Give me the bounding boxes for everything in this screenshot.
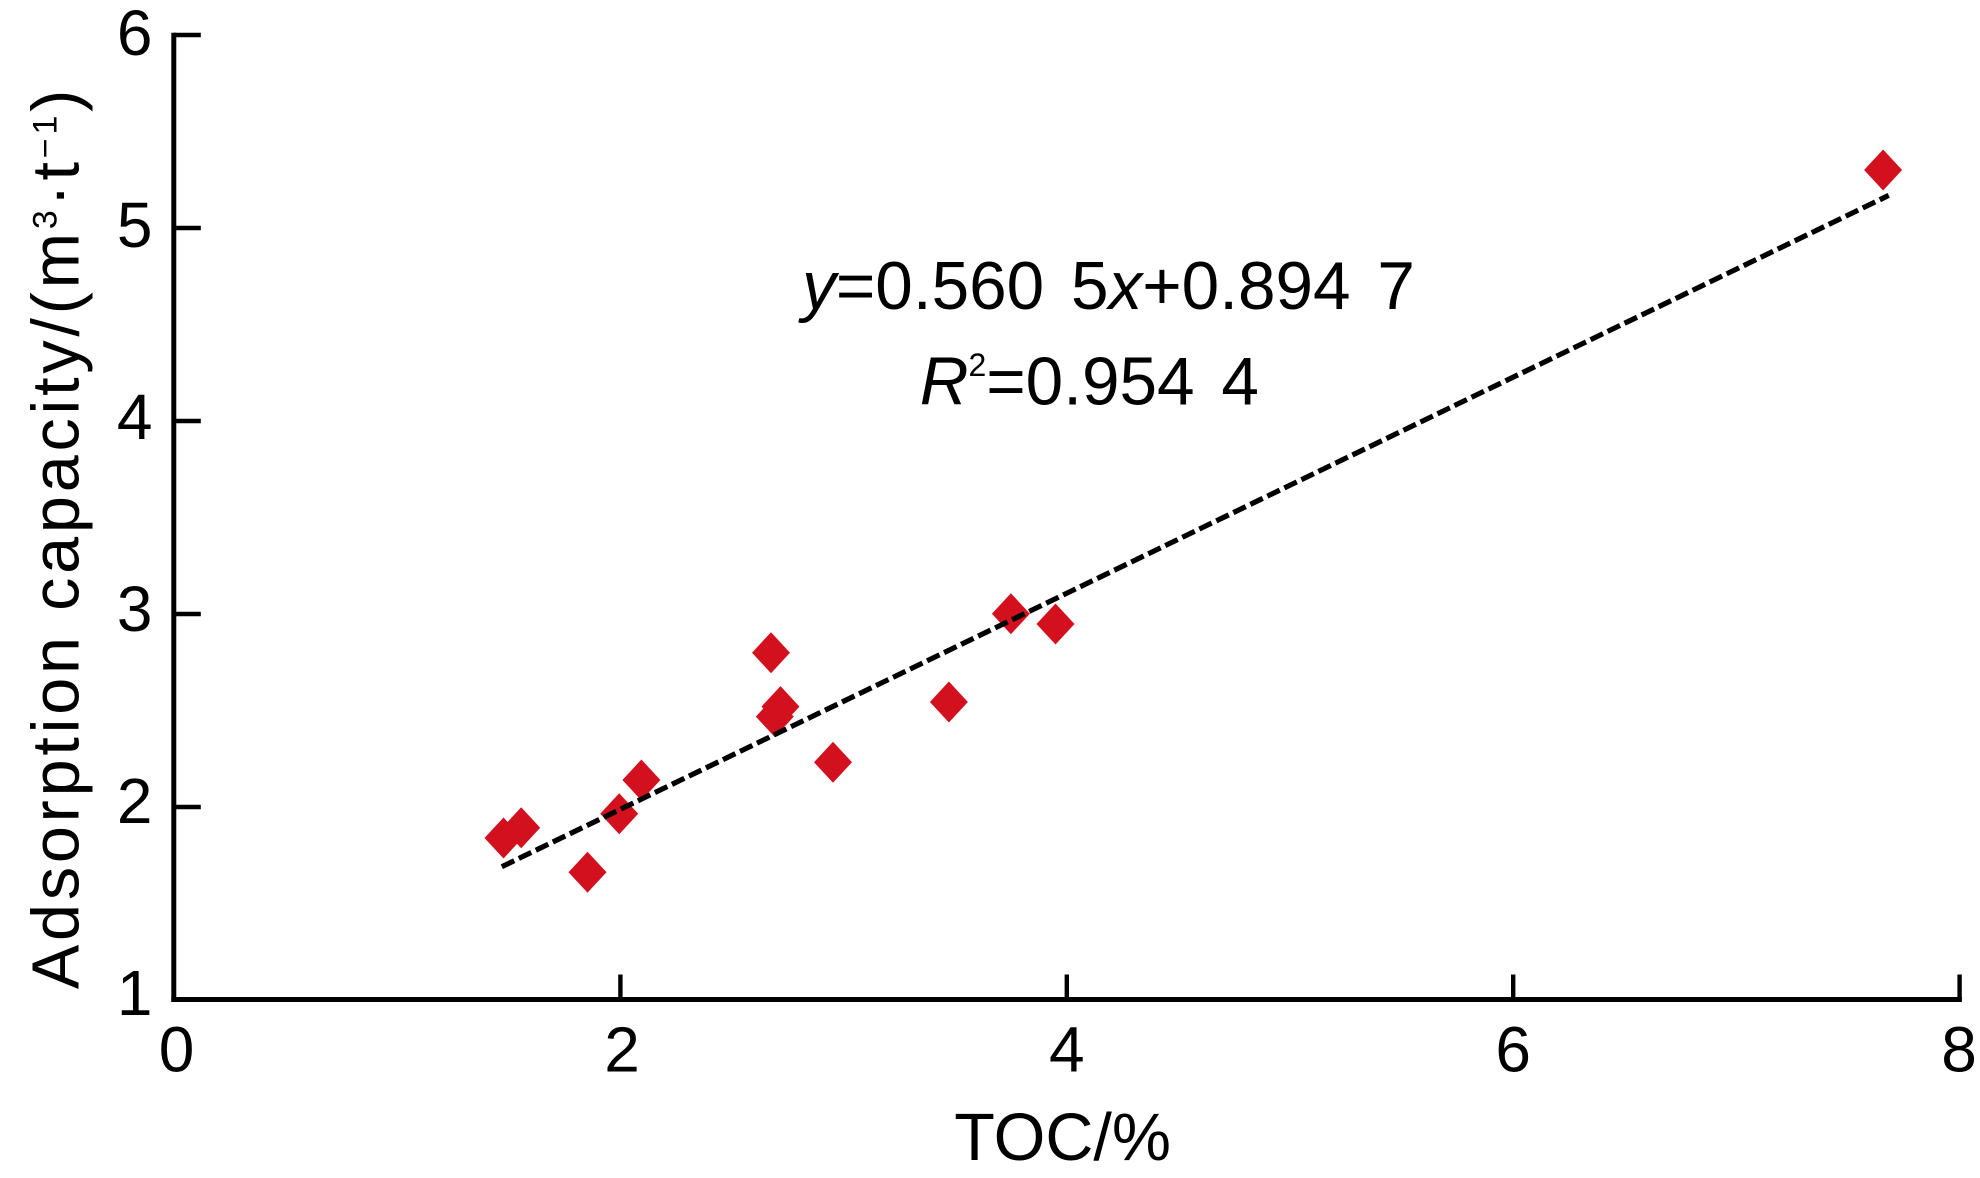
svg-text:R2=0.954 4: R2=0.954 4 (920, 344, 1259, 419)
svg-text:1: 1 (117, 957, 153, 1029)
svg-text:y=0.560 5x+0.894 7: y=0.560 5x+0.894 7 (798, 249, 1415, 324)
svg-text:6: 6 (117, 0, 153, 69)
svg-text:Adsorption capacity/(m3·t−1): Adsorption capacity/(m3·t−1) (20, 86, 94, 989)
svg-text:5: 5 (117, 189, 153, 261)
svg-text:0: 0 (159, 1014, 195, 1086)
svg-text:2: 2 (604, 1014, 640, 1086)
svg-text:6: 6 (1495, 1014, 1531, 1086)
svg-text:4: 4 (1049, 1014, 1085, 1086)
svg-text:4: 4 (117, 381, 153, 453)
svg-text:TOC/%: TOC/% (954, 1101, 1171, 1175)
svg-text:2: 2 (117, 765, 153, 837)
svg-text:3: 3 (117, 573, 153, 645)
svg-text:8: 8 (1941, 1014, 1977, 1086)
